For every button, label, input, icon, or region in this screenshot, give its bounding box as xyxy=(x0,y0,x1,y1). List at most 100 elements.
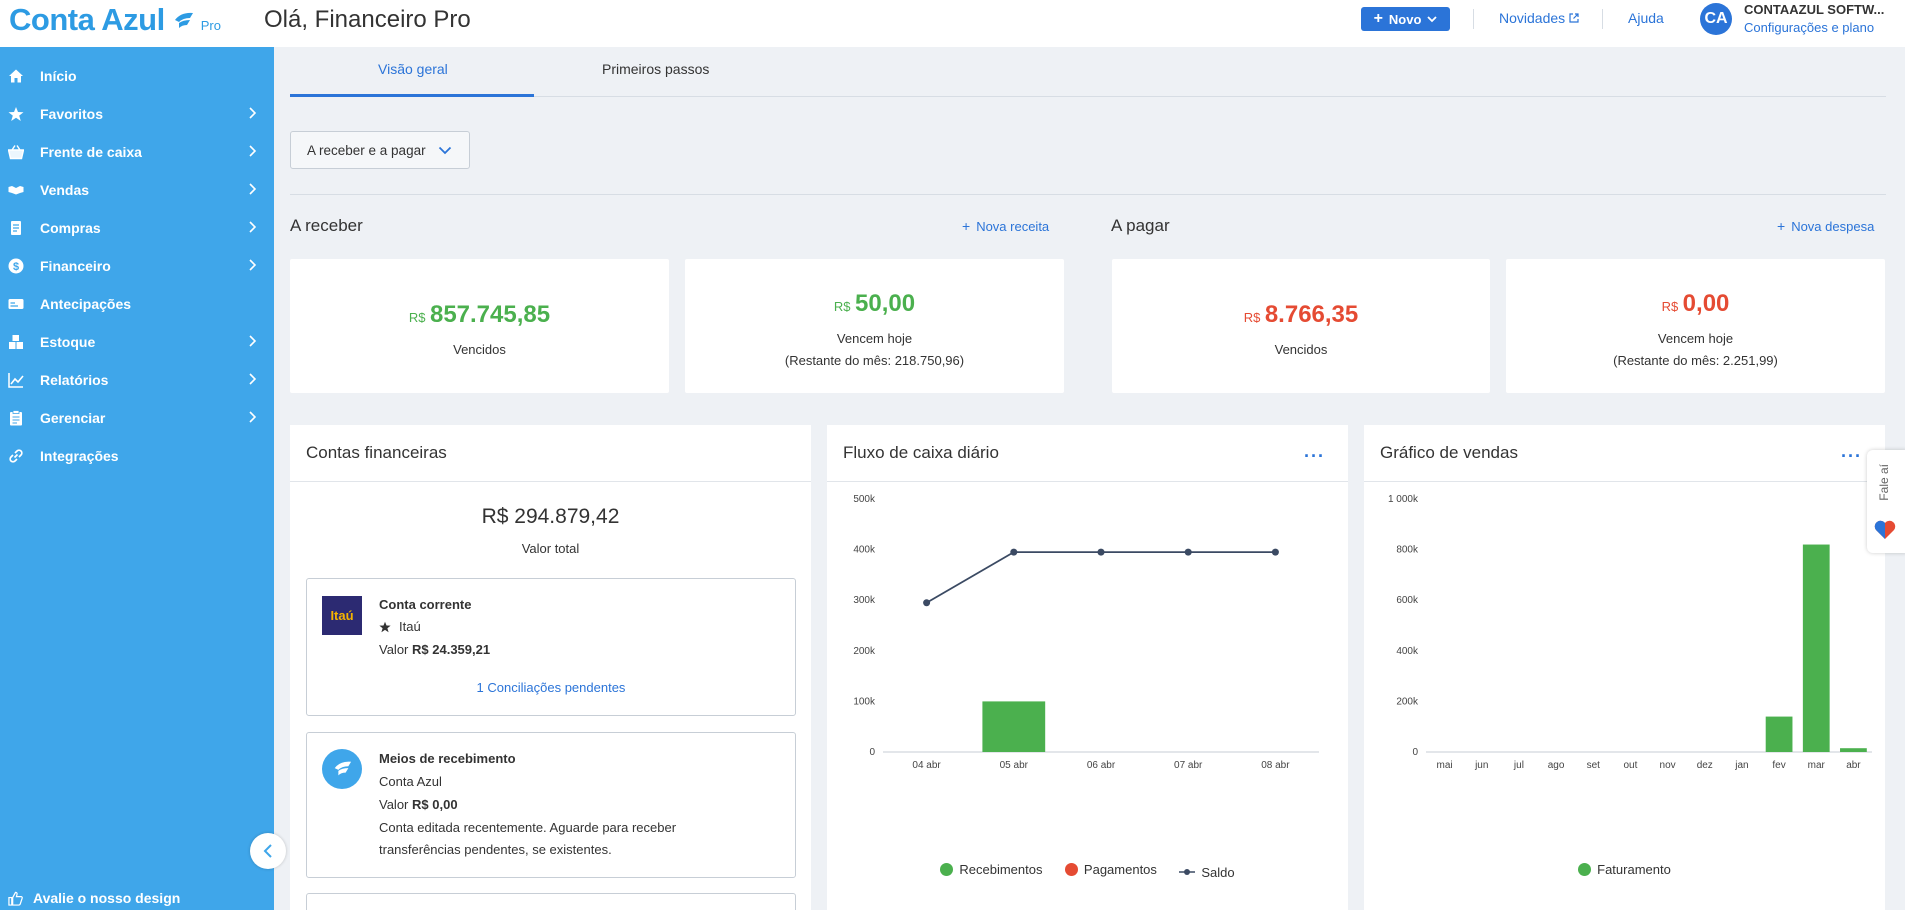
logo-text: Conta Azul xyxy=(9,2,165,37)
receivable-overdue-label: Vencidos xyxy=(453,342,506,357)
plus-icon: + xyxy=(1777,218,1786,234)
y-tick-label: 1 000k xyxy=(1388,494,1419,505)
tab-visao-geral[interactable]: Visão geral xyxy=(378,61,448,77)
chevron-right-icon xyxy=(249,221,256,233)
saldo-line xyxy=(926,551,1276,604)
x-tick-label: 07 abr xyxy=(1174,760,1203,771)
account-card-meios-de-recebimento[interactable]: Meios de recebimento Conta Azul Valor R$… xyxy=(306,732,796,878)
avatar[interactable]: CA xyxy=(1700,3,1732,35)
feedback-widget-label: Fale aí xyxy=(1877,464,1891,501)
saldo-point[interactable] xyxy=(923,599,931,607)
legend-faturamento[interactable]: Faturamento xyxy=(1578,862,1671,877)
y-tick-label: 200k xyxy=(1396,696,1419,707)
y-tick-label: 200k xyxy=(853,646,876,657)
x-tick-label: 05 abr xyxy=(1000,760,1029,771)
sidebar-item-gerenciar[interactable]: Gerenciar xyxy=(0,399,274,437)
account-name: Conta corrente xyxy=(379,597,472,612)
sidebar-item-vendas[interactable]: Vendas xyxy=(0,171,274,209)
card-icon xyxy=(8,296,24,312)
sidebar-item-compras[interactable]: Compras xyxy=(0,209,274,247)
new-button[interactable]: + Novo xyxy=(1361,7,1450,31)
clipboard-icon xyxy=(8,410,24,426)
sidebar-item-favoritos[interactable]: Favoritos xyxy=(0,95,274,133)
sidebar-item-label: Integrações xyxy=(40,448,119,464)
payable-title: A pagar xyxy=(1111,216,1170,235)
sidebar: Início Favoritos Frente de caixa Vendas … xyxy=(0,47,274,910)
x-tick-label: set xyxy=(1587,760,1601,771)
x-tick-label: jan xyxy=(1734,760,1748,771)
bar-faturamento[interactable] xyxy=(1802,544,1830,752)
legend-recebimentos[interactable]: Recebimentos xyxy=(940,862,1042,877)
y-tick-label: 300k xyxy=(853,595,876,606)
dollar-icon: $ xyxy=(8,258,24,274)
help-link[interactable]: Ajuda xyxy=(1628,10,1664,26)
feedback-widget[interactable]: Fale aí xyxy=(1867,450,1905,553)
account-bank: Itaú xyxy=(399,619,421,634)
legend-saldo[interactable]: Saldo xyxy=(1179,865,1235,880)
receipt-icon xyxy=(8,220,24,236)
receivable-overdue-card[interactable]: R$ 857.745,85 Vencidos xyxy=(290,259,669,393)
sidebar-item-inicio[interactable]: Início xyxy=(0,57,274,95)
logo[interactable]: Conta Azul Pro xyxy=(9,2,221,38)
sidebar-item-label: Início xyxy=(40,68,77,84)
saldo-point[interactable] xyxy=(1184,548,1192,556)
saldo-point[interactable] xyxy=(1010,548,1018,556)
sidebar-item-integracoes[interactable]: Integrações xyxy=(0,437,274,475)
account-card-conta-corrente[interactable]: Itaú Conta corrente Itaú Valor R$ 24.359… xyxy=(306,578,796,716)
sidebar-item-label: Vendas xyxy=(40,182,90,198)
chevron-right-icon xyxy=(249,411,256,423)
chevron-down-icon xyxy=(438,146,451,154)
pending-reconciliations-link[interactable]: 1 Conciliações pendentes xyxy=(476,680,626,695)
x-tick-label: abr xyxy=(1846,760,1861,771)
receivable-today-card[interactable]: R$ 50,00 Vencem hoje (Restante do mês: 2… xyxy=(685,259,1064,393)
new-expense-label: Nova despesa xyxy=(1791,219,1875,234)
sales-menu-button[interactable]: ··· xyxy=(1841,446,1862,466)
accounts-panel: Contas financeiras R$ 294.879,42 Valor t… xyxy=(290,425,811,910)
rate-design-link[interactable]: Avalie o nosso design xyxy=(8,890,180,906)
chevron-right-icon xyxy=(249,373,256,385)
bar-faturamento[interactable] xyxy=(1765,716,1793,752)
bar-recebimentos[interactable] xyxy=(982,701,1046,752)
sidebar-item-frente-de-caixa[interactable]: Frente de caixa xyxy=(0,133,274,171)
new-expense-link[interactable]: + Nova despesa xyxy=(1777,218,1874,234)
cashflow-panel: Fluxo de caixa diário ··· 0 100k 200k 300k 4… xyxy=(827,425,1348,910)
x-tick-label: fev xyxy=(1772,760,1785,771)
cashflow-chart: 0 100k 200k 300k 400k 500k 04 abr 05 abr 06 abr 0… xyxy=(853,494,1319,771)
tab-primeiros-passos[interactable]: Primeiros passos xyxy=(602,61,710,77)
bar-faturamento[interactable] xyxy=(1840,748,1867,752)
account-note-line: transferências pendentes, se existentes. xyxy=(379,842,612,857)
link-icon xyxy=(8,448,24,464)
panel-divider xyxy=(1364,481,1885,482)
sidebar-item-label: Frente de caixa xyxy=(40,144,142,160)
logo-pro-badge: Pro xyxy=(200,18,221,33)
accounts-total-value: R$ 294.879,42 xyxy=(481,505,620,528)
sidebar-item-relatorios[interactable]: Relatórios xyxy=(0,361,274,399)
chevron-left-icon xyxy=(263,844,272,858)
collapse-sidebar-button[interactable] xyxy=(250,833,286,869)
sidebar-item-estoque[interactable]: Estoque xyxy=(0,323,274,361)
saldo-point[interactable] xyxy=(1097,548,1105,556)
panel-divider xyxy=(290,481,811,482)
payable-today-card[interactable]: R$ 0,00 Vencem hoje (Restante do mês: 2.… xyxy=(1506,259,1885,393)
chevron-down-icon xyxy=(1427,15,1438,22)
filter-dropdown[interactable]: A receber e a pagar xyxy=(290,131,470,169)
receivable-title: A receber xyxy=(290,216,363,235)
news-link[interactable]: Novidades xyxy=(1499,10,1579,26)
account-card-partial[interactable] xyxy=(306,893,796,910)
x-tick-label: out xyxy=(1623,760,1637,771)
new-income-link[interactable]: + Nova receita xyxy=(962,218,1049,234)
itau-logo: Itaú xyxy=(322,596,362,635)
x-tick-label: 06 abr xyxy=(1087,760,1116,771)
chevron-right-icon xyxy=(249,259,256,271)
sidebar-item-antecipacoes[interactable]: Antecipações xyxy=(0,285,274,323)
saldo-point[interactable] xyxy=(1271,548,1279,556)
sidebar-item-financeiro[interactable]: $ Financeiro xyxy=(0,247,274,285)
settings-and-plan-link[interactable]: Configurações e plano xyxy=(1744,20,1875,35)
payable-overdue-card[interactable]: R$ 8.766,35 Vencidos xyxy=(1112,259,1490,393)
y-tick-label: 400k xyxy=(853,545,876,556)
legend-pagamentos[interactable]: Pagamentos xyxy=(1064,862,1157,877)
x-tick-label: ago xyxy=(1548,760,1565,771)
company-name[interactable]: CONTAAZUL SOFTW... xyxy=(1744,2,1885,17)
cashflow-menu-button[interactable]: ··· xyxy=(1304,446,1325,466)
panel-divider xyxy=(827,481,1348,482)
